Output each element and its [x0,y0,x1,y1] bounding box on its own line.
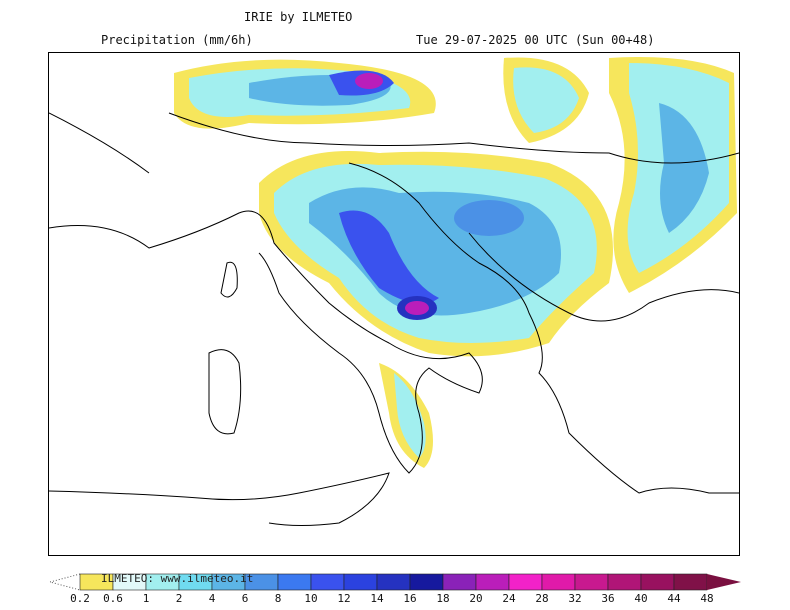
legend-swatch [508,573,543,591]
legend-swatch [607,573,642,591]
variable-label: Precipitation (mm/6h) [101,33,253,47]
legend-tick-label: 32 [568,592,582,605]
legend-tick-label: 18 [436,592,450,605]
legend-tick-label: 16 [403,592,417,605]
precip-field-alps [174,59,436,129]
legend-tick-label: 0.2 [70,592,90,605]
color-legend [0,570,790,610]
legend-tick-label: 20 [469,592,483,605]
legend-tick-label: 44 [667,592,681,605]
legend-tick-label: 8 [274,592,282,605]
precipitation-map [48,52,740,556]
legend-tick-label: 14 [370,592,384,605]
legend-tick-label: 48 [700,592,714,605]
map-title: IRIE by ILMETEO [244,10,353,24]
legend-tick-label: 28 [535,592,549,605]
legend-swatch [310,573,345,591]
precip-field-calabria [379,363,433,468]
legend-swatch [442,573,477,591]
legend-tick-label: 1 [142,592,150,605]
legend-swatch [673,573,708,591]
legend-swatch [277,573,312,591]
legend-swatch [541,573,576,591]
legend-tick-label: 36 [601,592,615,605]
legend-tick-label: 2 [175,592,183,605]
precip-field-italy-balkans [259,151,613,357]
legend-swatch [376,573,411,591]
legend-swatch [343,573,378,591]
legend-underflow-arrow [48,573,81,591]
legend-bar [48,573,741,591]
legend-tick-label: 40 [634,592,648,605]
watermark: ILMETEO: www.ilmeteo.it [101,572,254,585]
legend-swatch [475,573,510,591]
legend-tick-label: 6 [241,592,249,605]
legend-tick-label: 0.6 [103,592,123,605]
valid-time: Tue 29-07-2025 00 UTC (Sun 00+48) [416,33,655,47]
coastlines [48,112,740,526]
legend-tick-label: 4 [208,592,216,605]
legend-swatch [409,573,444,591]
legend-tick-label: 10 [304,592,318,605]
legend-swatch [640,573,675,591]
legend-swatch [574,573,609,591]
legend-tick-label: 12 [337,592,351,605]
precip-field-east [503,57,737,293]
legend-tick-label: 24 [502,592,516,605]
map-canvas [48,57,740,526]
legend-overflow-arrow [707,574,741,590]
